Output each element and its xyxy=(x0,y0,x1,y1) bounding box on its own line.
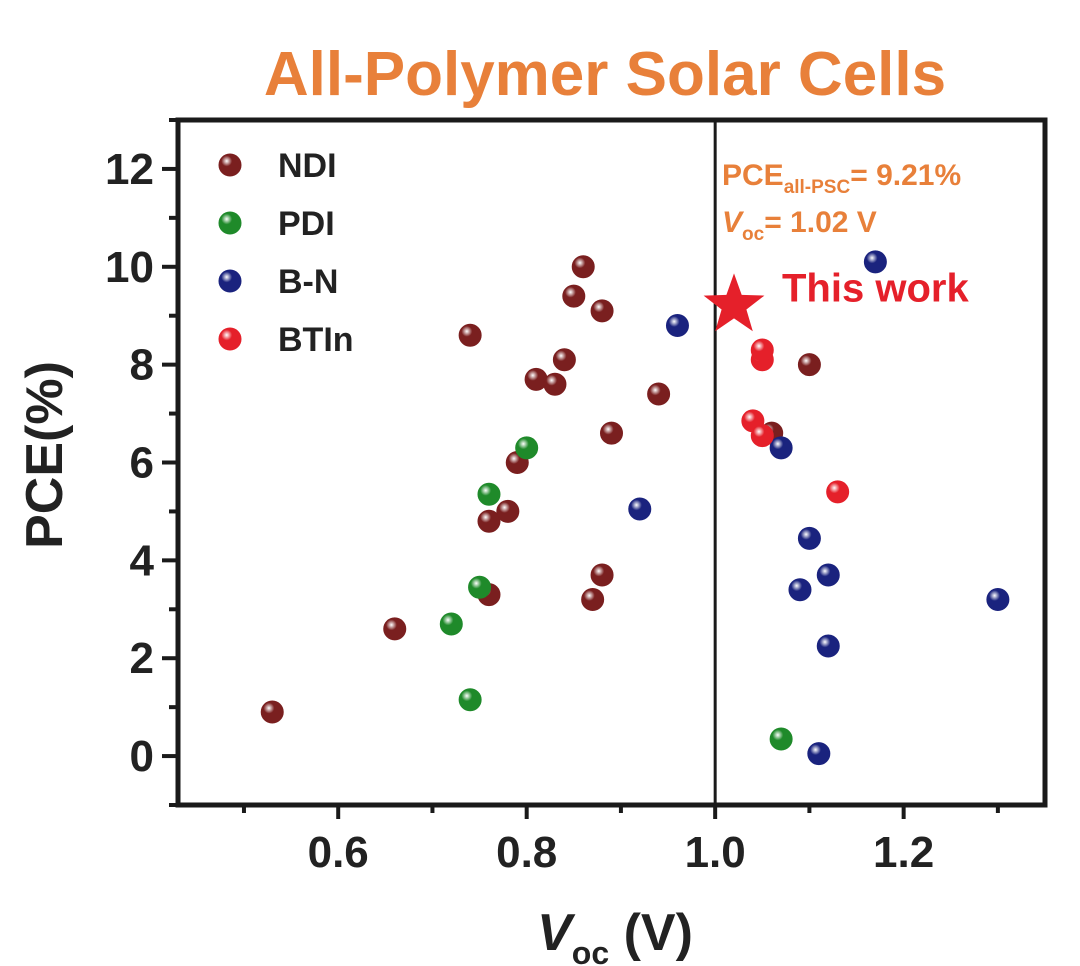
y-tick-label: 8 xyxy=(130,341,154,390)
x-axis: 0.6 0.8 1.0 1.2 xyxy=(241,805,1000,877)
data-point-pdi xyxy=(458,688,482,712)
legend-label-btin: BTIn xyxy=(278,321,354,359)
annotation-voc-subscript: oc xyxy=(742,224,765,245)
annotation-voc: Voc= 1.02 V xyxy=(722,206,877,245)
this-work-star-icon xyxy=(703,273,765,332)
x-axis-title-unit: (V) xyxy=(609,904,693,962)
data-point-btin xyxy=(750,338,774,362)
data-point-ndi xyxy=(590,299,614,323)
x-axis-title-subscript: oc xyxy=(572,935,609,966)
data-point-btin xyxy=(750,424,774,448)
data-point-b-n xyxy=(863,250,887,274)
data-point-b-n xyxy=(788,578,812,602)
data-point-ndi xyxy=(562,284,586,308)
data-point-b-n xyxy=(816,563,840,587)
data-point-btin xyxy=(826,480,850,504)
data-point-ndi xyxy=(496,499,520,523)
data-point-b-n xyxy=(986,588,1010,611)
data-point-b-n xyxy=(665,314,689,337)
legend-marker-pdi xyxy=(218,211,242,235)
data-point-pdi xyxy=(439,612,463,636)
data-point-ndi xyxy=(571,255,595,279)
legend-label-b-n: B-N xyxy=(278,263,338,301)
legend: NDI PDI B-N BTIn xyxy=(218,147,354,359)
annotation-pce-subscript: all-PSC xyxy=(784,177,851,198)
data-point-ndi xyxy=(797,353,821,377)
y-axis-title: PCE(%) xyxy=(16,361,74,549)
data-point-b-n xyxy=(628,497,652,521)
data-points xyxy=(260,250,1010,766)
annotation-voc-value: = 1.02 V xyxy=(764,206,877,239)
y-tick-label: 10 xyxy=(105,243,154,292)
y-tick-label: 0 xyxy=(130,732,154,781)
pce-voc-annotation: PCEall-PSC= 9.21% Voc= 1.02 V xyxy=(722,159,961,245)
this-work-label: This work xyxy=(782,266,969,310)
data-point-b-n xyxy=(769,436,793,460)
y-axis: 0 2 4 6 8 10 12 xyxy=(105,118,178,807)
legend-marker-ndi xyxy=(218,153,242,177)
y-tick-label: 6 xyxy=(130,439,154,488)
legend-label-pdi: PDI xyxy=(278,205,335,243)
legend-marker-btin xyxy=(218,327,242,351)
y-tick-label: 2 xyxy=(130,634,154,683)
data-point-ndi xyxy=(458,323,482,347)
data-point-ndi xyxy=(552,348,576,372)
data-point-b-n xyxy=(816,634,840,658)
annotation-pce-main: PCE xyxy=(722,159,784,192)
chart-title: All-Polymer Solar Cells xyxy=(264,40,946,109)
data-point-ndi xyxy=(543,372,567,396)
x-tick-label: 0.6 xyxy=(308,828,369,877)
y-tick-label: 4 xyxy=(130,536,155,585)
annotation-voc-main: V xyxy=(722,206,745,239)
legend-label-ndi: NDI xyxy=(278,147,337,185)
x-axis-title: Voc (V) xyxy=(537,904,693,966)
data-point-ndi xyxy=(581,588,605,611)
data-point-b-n xyxy=(807,742,831,766)
data-point-ndi xyxy=(600,421,623,445)
x-axis-title-main: V xyxy=(537,904,576,962)
data-point-b-n xyxy=(797,526,821,550)
data-point-ndi xyxy=(383,617,407,641)
this-work-highlight: This work xyxy=(703,266,969,332)
data-point-pdi xyxy=(468,575,492,599)
annotation-pce-value: = 9.21% xyxy=(850,159,961,192)
x-tick-label: 1.0 xyxy=(685,828,746,877)
legend-marker-b-n xyxy=(218,269,242,293)
y-tick-label: 12 xyxy=(105,145,154,194)
data-point-ndi xyxy=(647,382,671,406)
data-point-pdi xyxy=(477,482,501,506)
x-tick-label: 1.2 xyxy=(873,828,934,877)
data-point-pdi xyxy=(515,436,539,460)
x-tick-label: 0.8 xyxy=(496,828,557,877)
data-point-pdi xyxy=(769,727,793,751)
data-point-ndi xyxy=(477,509,501,533)
data-point-ndi xyxy=(590,563,614,587)
data-point-ndi xyxy=(260,700,284,724)
annotation-pce: PCEall-PSC= 9.21% xyxy=(722,159,961,198)
